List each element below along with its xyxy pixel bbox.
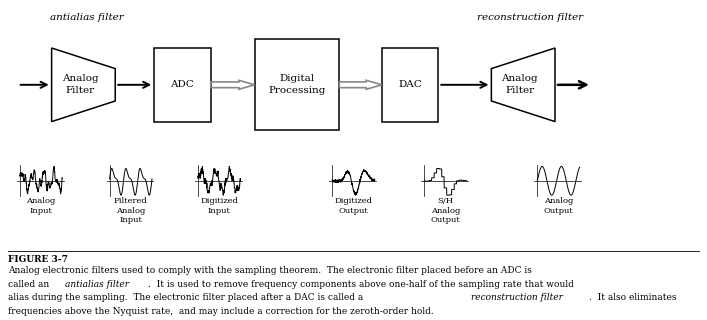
Text: .  It also eliminates: . It also eliminates xyxy=(589,293,677,302)
Text: Filtered
Analog
Input: Filtered Analog Input xyxy=(114,197,148,224)
Text: Digitized
Output: Digitized Output xyxy=(334,197,373,215)
Text: Digitized
Input: Digitized Input xyxy=(200,197,238,215)
Text: frequencies above the Nyquist rate,  and may include a correction for the zeroth: frequencies above the Nyquist rate, and … xyxy=(8,307,434,316)
Text: S/H
Analog
Output: S/H Analog Output xyxy=(431,197,460,224)
Text: Analog
Output: Analog Output xyxy=(544,197,573,215)
Text: .  It is used to remove frequency components above one-half of the sampling rate: . It is used to remove frequency compone… xyxy=(148,280,574,289)
Bar xyxy=(382,48,438,122)
Text: ADC: ADC xyxy=(170,80,194,89)
Text: antialias filter: antialias filter xyxy=(50,13,124,22)
Text: DAC: DAC xyxy=(398,80,422,89)
Text: FIGURE 3-7: FIGURE 3-7 xyxy=(8,255,69,264)
Text: Analog
Filter: Analog Filter xyxy=(62,74,98,95)
Text: Analog
Input: Analog Input xyxy=(26,197,56,215)
Text: Analog
Filter: Analog Filter xyxy=(501,74,538,95)
Text: Analog electronic filters used to comply with the sampling theorem.  The electro: Analog electronic filters used to comply… xyxy=(8,266,532,275)
Bar xyxy=(154,48,211,122)
Bar xyxy=(255,39,339,130)
Text: antialias filter: antialias filter xyxy=(66,280,129,289)
Text: reconstruction filter: reconstruction filter xyxy=(477,13,583,22)
Text: called an: called an xyxy=(8,280,52,289)
Text: Digital
Processing: Digital Processing xyxy=(268,74,326,95)
Text: alias during the sampling.  The electronic filter placed after a DAC is called a: alias during the sampling. The electroni… xyxy=(8,293,367,302)
Text: reconstruction filter: reconstruction filter xyxy=(471,293,563,302)
